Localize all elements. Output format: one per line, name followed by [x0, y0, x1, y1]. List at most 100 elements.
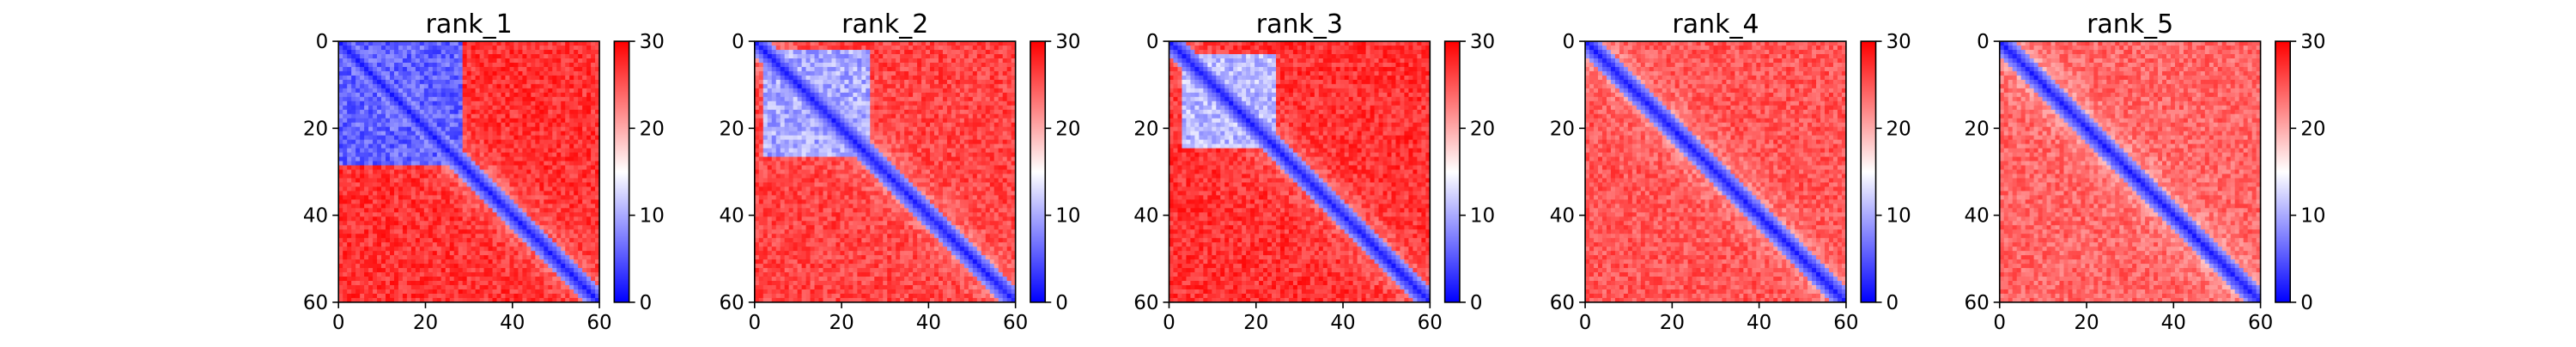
- heatmap-cell: [355, 182, 361, 187]
- heatmap-cell: [586, 285, 592, 290]
- heatmap-cell: [377, 63, 382, 68]
- heatmap-cell: [759, 71, 764, 76]
- heatmap-cell: [926, 106, 931, 111]
- heatmap-cell: [522, 212, 527, 217]
- heatmap-cell: [489, 157, 494, 162]
- heatmap-cell: [578, 264, 583, 269]
- heatmap-cell: [441, 63, 447, 68]
- heatmap-cell: [819, 46, 824, 51]
- heatmap-cell: [373, 182, 378, 187]
- heatmap-cell: [403, 238, 408, 243]
- heatmap-cell: [513, 178, 519, 183]
- heatmap-cell: [471, 277, 477, 282]
- heatmap-cell: [433, 131, 438, 137]
- heatmap-cell: [539, 144, 544, 149]
- heatmap-cell: [476, 63, 481, 68]
- heatmap-cell: [338, 140, 343, 145]
- heatmap-cell: [407, 46, 412, 51]
- heatmap-cell: [467, 63, 472, 68]
- heatmap-cell: [355, 294, 361, 299]
- heatmap-cell: [582, 264, 587, 269]
- heatmap-cell: [489, 268, 494, 273]
- heatmap-cell: [544, 221, 549, 226]
- heatmap-cell: [819, 63, 824, 68]
- heatmap-cell: [355, 149, 361, 154]
- heatmap-cell: [535, 119, 540, 124]
- heatmap-cell: [1003, 97, 1008, 102]
- heatmap-cell: [493, 259, 498, 265]
- heatmap-cell: [802, 50, 807, 55]
- heatmap-cell: [493, 255, 498, 260]
- heatmap-cell: [505, 93, 510, 98]
- heatmap-cell: [861, 119, 866, 124]
- heatmap-cell: [489, 123, 494, 128]
- heatmap-cell: [497, 76, 502, 81]
- y-tick-label: 0: [316, 31, 329, 53]
- heatmap-cell: [416, 136, 421, 141]
- heatmap-cell: [416, 289, 421, 295]
- heatmap-cell: [360, 285, 365, 290]
- heatmap-cell: [857, 67, 862, 72]
- heatmap-cell: [556, 67, 562, 72]
- heatmap-cell: [1007, 97, 1012, 102]
- heatmap-cell: [574, 123, 579, 128]
- heatmap-cell: [811, 88, 816, 94]
- heatmap-cell: [798, 114, 803, 119]
- heatmap-cell: [569, 242, 574, 247]
- heatmap-cell: [343, 221, 348, 226]
- heatmap-cell: [552, 281, 557, 286]
- heatmap-cell: [368, 63, 374, 68]
- heatmap-cell: [459, 259, 464, 265]
- heatmap-cell: [556, 41, 562, 46]
- heatmap-cell: [411, 208, 416, 213]
- heatmap-cell: [368, 80, 374, 85]
- heatmap-cell: [1003, 41, 1008, 46]
- heatmap-cell: [390, 67, 395, 72]
- heatmap-cell: [497, 84, 502, 89]
- heatmap-cell: [411, 54, 416, 59]
- heatmap-cell: [347, 161, 352, 167]
- heatmap-cell: [364, 76, 369, 81]
- heatmap-cell: [343, 178, 348, 183]
- heatmap-cell: [476, 46, 481, 51]
- heatmap-cell: [999, 76, 1004, 81]
- heatmap-cell: [355, 199, 361, 204]
- heatmap-cell: [878, 54, 884, 59]
- heatmap-cell: [561, 101, 566, 107]
- heatmap-cell: [785, 76, 790, 81]
- heatmap-cell: [798, 71, 803, 76]
- heatmap-cell: [552, 88, 557, 94]
- heatmap-cell: [999, 106, 1004, 111]
- heatmap-cell: [355, 80, 361, 85]
- heatmap-cell: [561, 216, 566, 222]
- heatmap-cell: [887, 58, 892, 64]
- heatmap-cell: [840, 119, 845, 124]
- heatmap-cell: [819, 76, 824, 81]
- heatmap-cell: [591, 186, 596, 192]
- heatmap-cell: [951, 71, 957, 76]
- heatmap-cell: [355, 166, 361, 171]
- heatmap-cell: [926, 58, 931, 64]
- heatmap-cell: [509, 149, 514, 154]
- heatmap-cell: [999, 41, 1004, 46]
- heatmap-cell: [343, 242, 348, 247]
- heatmap-cell: [355, 285, 361, 290]
- heatmap-cell: [343, 174, 348, 179]
- heatmap-cell: [489, 131, 494, 137]
- heatmap-cell: [386, 54, 391, 59]
- heatmap-cell: [501, 195, 506, 200]
- heatmap-cell: [535, 136, 540, 141]
- heatmap-cell: [403, 170, 408, 175]
- heatmap-cell: [411, 216, 416, 222]
- heatmap-cell: [471, 54, 477, 59]
- heatmap-cell: [459, 251, 464, 256]
- heatmap-cell: [977, 93, 982, 98]
- heatmap-cell: [900, 110, 905, 115]
- heatmap-cell: [398, 153, 404, 158]
- heatmap-cell: [459, 229, 464, 234]
- heatmap-cell: [556, 199, 562, 204]
- heatmap-cell: [951, 123, 957, 128]
- heatmap-cell: [781, 93, 786, 98]
- heatmap-cell: [433, 161, 438, 167]
- heatmap-cell: [853, 46, 858, 51]
